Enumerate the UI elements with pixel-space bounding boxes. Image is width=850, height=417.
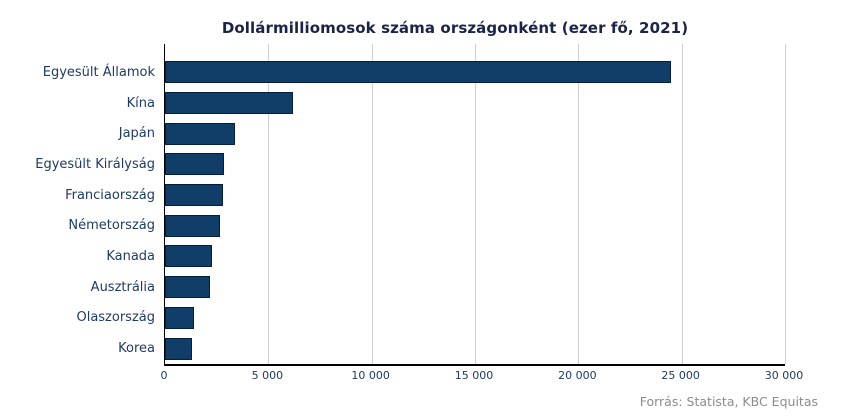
gridlines [165,44,786,364]
gridline [681,44,683,364]
category-label: Ausztrália [90,279,155,295]
category-label: Japán [118,126,155,142]
x-axis-tick-labels: 0 5 000 10 000 15 000 20 000 25 000 30 000 [160,369,804,385]
x-tick-label: 10 000 [351,369,390,382]
x-tick-label: 15 000 [454,369,494,382]
bar [165,214,221,237]
bar [165,276,210,299]
x-tick-label: 0 [160,369,168,382]
bar [165,337,192,360]
chart-row: Egyesült Államok [43,57,785,88]
bar [165,92,293,115]
bar [165,153,224,176]
x-tick-label: 30 000 [764,369,804,382]
bar [165,184,223,207]
category-label: Egyesült Királyság [35,156,155,172]
chart-row: Ausztrália [91,272,785,303]
category-label: Egyesült Államok [42,64,155,80]
x-tick-label: 5 000 [251,369,284,382]
gridline [475,44,476,364]
bar-rows: Egyesült Államok Kína Japán Egyesült Király… [35,44,785,364]
category-label: Kanada [106,248,155,264]
category-label: Korea [118,341,155,357]
gridline [371,44,373,364]
chart-row: Franciaország [65,180,785,211]
bar [165,61,671,84]
source-caption: Forrás: Statista, KBC Equitas [639,394,818,409]
category-label: Franciaország [65,187,155,203]
chart-row: Németország [68,210,785,241]
chart-row: Olaszország [76,303,785,334]
bar [165,245,213,268]
category-label: Kína [126,95,155,111]
gridline [268,44,270,364]
gridline [578,44,580,364]
chart-row: Korea [118,333,785,364]
chart-row: Japán [119,118,785,149]
x-tick-label: 25 000 [661,369,700,382]
category-label: Olaszország [76,310,155,326]
gridline [785,44,786,364]
category-label: Németország [68,218,155,234]
chart-row: Egyesült Királyság [35,149,785,180]
chart-row: Kína [127,88,785,119]
bar [165,122,235,145]
chart-row: Kanada [106,241,785,272]
bar [165,306,195,329]
plot-area: Egyesült Államok Kína Japán Egyesült Király… [35,44,786,366]
x-tick-label: 20 000 [558,369,597,382]
chart-title: Dollármilliomosok száma országonként (ez… [221,19,689,37]
